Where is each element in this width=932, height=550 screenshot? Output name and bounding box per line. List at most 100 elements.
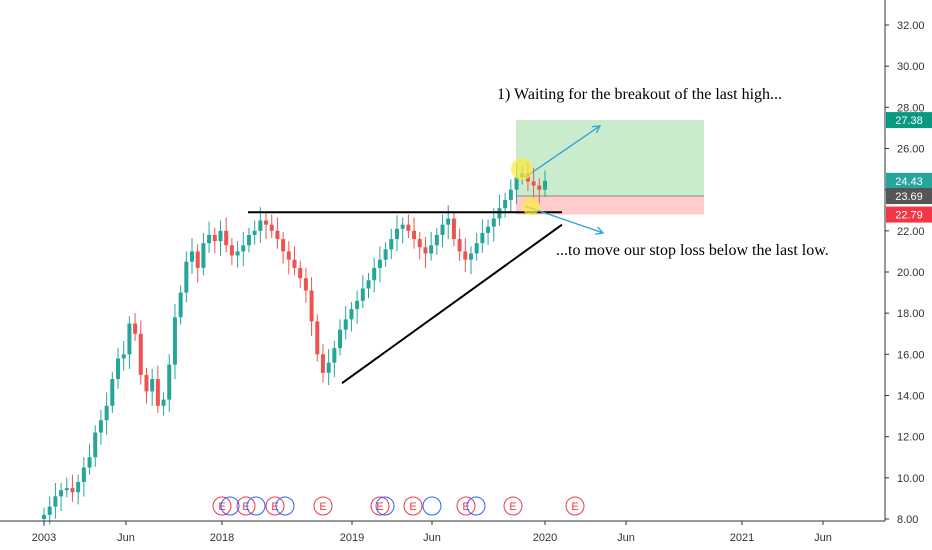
candle-body — [497, 208, 502, 219]
candle-body — [457, 239, 462, 252]
candle-body — [167, 364, 172, 400]
candle — [326, 349, 331, 386]
candle-body — [383, 249, 388, 260]
candle-body — [275, 230, 280, 240]
dividend-circle — [422, 496, 442, 516]
candle-body — [93, 432, 98, 458]
candle-body — [281, 239, 286, 252]
candle-body — [258, 220, 263, 231]
earnings-marker[interactable]: E — [456, 496, 476, 516]
candle-body — [47, 506, 52, 515]
candle-body — [446, 218, 451, 225]
candle-body — [42, 514, 46, 519]
price-label-text: 22.79 — [895, 210, 923, 222]
arrow-up[interactable] — [524, 125, 602, 178]
earnings-circle — [265, 496, 285, 516]
candle-body — [138, 333, 143, 375]
candle-body — [366, 280, 371, 289]
candle — [360, 275, 365, 309]
earnings-marker[interactable]: E — [503, 496, 523, 516]
earnings-marker[interactable]: E — [236, 496, 256, 516]
candle-body — [161, 399, 166, 406]
candle-body — [87, 457, 92, 468]
candle — [53, 482, 58, 519]
candle-body — [400, 224, 405, 229]
earnings-marker[interactable]: E — [265, 496, 285, 516]
candle-body — [349, 309, 354, 320]
candle — [64, 477, 69, 498]
x-tick-label: Jun — [117, 532, 135, 544]
candle — [138, 320, 143, 385]
candle-body — [150, 379, 155, 392]
earnings-marker[interactable]: E — [370, 496, 390, 516]
candle — [116, 348, 121, 389]
candle-body — [64, 488, 69, 491]
candle — [406, 214, 411, 239]
earnings-marker[interactable]: E — [313, 496, 333, 516]
candle-body — [309, 290, 314, 322]
candle-body — [104, 405, 109, 421]
earnings-label: E — [409, 501, 416, 513]
candle-body — [218, 230, 223, 242]
y-tick-label: 28.00 — [897, 102, 925, 114]
earnings-marker[interactable]: E — [403, 496, 423, 516]
candle-body — [491, 218, 496, 227]
candle-body — [269, 224, 274, 231]
earnings-circle — [565, 496, 585, 516]
candle — [59, 482, 64, 511]
candle-body — [531, 181, 536, 186]
candle-body — [70, 488, 75, 493]
earnings-marker[interactable]: E — [565, 496, 585, 516]
candle-body — [144, 374, 149, 392]
candle — [440, 214, 445, 248]
earnings-marker[interactable]: E — [212, 496, 232, 516]
candle — [303, 267, 308, 303]
dividend-circle — [220, 496, 240, 516]
earnings-circle — [503, 496, 523, 516]
candle-body — [298, 267, 303, 279]
price-label: 23.69 — [886, 188, 932, 205]
y-tick-label: 22.00 — [897, 226, 925, 238]
candle — [377, 246, 382, 283]
price-label: 27.38 — [886, 112, 932, 129]
candle-body — [332, 348, 337, 363]
candle — [503, 192, 508, 218]
candle-body — [315, 321, 320, 355]
candle — [372, 257, 377, 293]
candle — [389, 228, 394, 260]
candle-body — [235, 251, 240, 256]
candle-body — [394, 228, 399, 240]
candle — [241, 231, 246, 267]
earnings-circle — [212, 496, 232, 516]
dividend-circle — [246, 496, 266, 516]
earnings-label: E — [242, 501, 249, 513]
candle — [246, 227, 251, 253]
candle — [195, 244, 200, 283]
candle-body — [264, 220, 269, 225]
price-label-text: 24.43 — [895, 176, 923, 188]
trend-line[interactable] — [341, 223, 563, 384]
arrow-down-head — [595, 226, 605, 235]
candle — [127, 316, 132, 369]
candle — [468, 246, 473, 275]
candle-body — [480, 232, 485, 244]
earnings-label: E — [319, 501, 326, 513]
candle — [286, 241, 291, 275]
dividend-circle — [275, 496, 295, 516]
candle — [70, 474, 75, 502]
y-tick-label: 32.00 — [897, 20, 925, 32]
candle — [366, 273, 371, 299]
earnings-circle — [236, 496, 256, 516]
candle-body — [116, 358, 121, 380]
candle-body — [76, 481, 81, 493]
candle — [332, 340, 337, 378]
candle-body — [343, 319, 348, 330]
candle — [355, 290, 360, 324]
earnings-label: E — [376, 501, 383, 513]
price-label-bg — [886, 188, 932, 205]
candle-body — [133, 323, 138, 334]
candle — [98, 409, 103, 445]
annotation-breakout: 1) Waiting for the breakout of the last … — [497, 86, 783, 103]
candle-body — [207, 234, 212, 244]
